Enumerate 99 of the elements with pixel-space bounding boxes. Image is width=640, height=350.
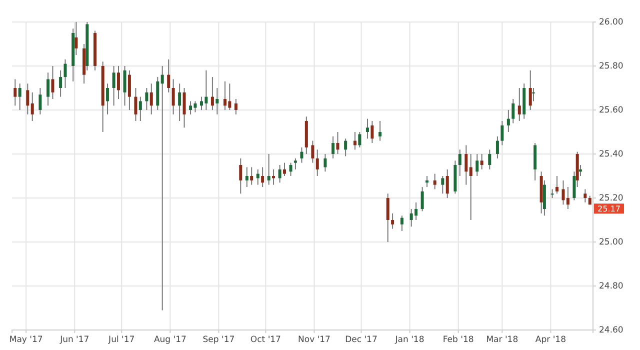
- candlestick: [441, 176, 444, 194]
- x-tick-label: Sep '17: [202, 335, 235, 346]
- candlestick: [38, 88, 42, 115]
- y-tick-label: 26.00: [599, 18, 624, 28]
- x-tick-label: Oct '17: [250, 335, 281, 346]
- candlestick: [256, 168, 260, 186]
- candlestick: [500, 120, 504, 146]
- candlestick: [316, 149, 319, 176]
- x-tick-label: Mar '18: [486, 335, 518, 346]
- candlestick: [172, 78, 175, 115]
- candlestick: [138, 96, 142, 122]
- candlestick: [128, 70, 131, 110]
- candlestick: [391, 212, 394, 230]
- candlestick: [112, 66, 116, 106]
- candlestick: [160, 66, 164, 311]
- candlestick: [433, 173, 436, 190]
- x-tick-label: Jul '17: [108, 335, 135, 346]
- candlestick: [578, 164, 582, 176]
- candlestick: [294, 158, 297, 170]
- candlestick: [189, 100, 192, 115]
- y-tick-label: 25.40: [599, 150, 624, 160]
- candlestick: [446, 168, 449, 198]
- candlestick: [272, 168, 276, 186]
- candlestick: [324, 154, 327, 172]
- candlestick: [336, 132, 340, 154]
- candlestick: [496, 136, 499, 159]
- candlestick: [458, 149, 462, 176]
- x-tick-label: Jan '18: [394, 335, 424, 346]
- candlestick: [234, 98, 238, 115]
- candlestick: [378, 120, 382, 142]
- candlestick: [353, 132, 356, 150]
- candlestick: [311, 140, 314, 164]
- candlestick: [400, 215, 404, 232]
- candlestick: [532, 88, 535, 102]
- candlestick: [358, 132, 362, 148]
- candlestick: [26, 83, 30, 115]
- candlestick: [528, 70, 532, 110]
- candlestick: [278, 164, 282, 184]
- candlestick: [267, 154, 270, 186]
- candlestick: [370, 120, 374, 144]
- candlestick: [18, 83, 22, 110]
- x-tick-label: May '17: [9, 335, 43, 346]
- candlestick: [74, 22, 78, 56]
- annotation: 25.17: [598, 204, 620, 214]
- candlestick: [123, 66, 126, 106]
- x-tick-label: Dec '17: [345, 335, 378, 346]
- candlestick: [30, 92, 34, 122]
- candlestick: [134, 88, 138, 122]
- candlestick: [386, 193, 390, 242]
- candlestick: [116, 66, 120, 100]
- candlestick: [14, 78, 17, 106]
- candlestick: [282, 162, 286, 176]
- candlestick: [178, 83, 182, 122]
- candlestick: [245, 166, 248, 188]
- candlestick: [300, 146, 304, 164]
- candlestick: [566, 186, 570, 210]
- candlestick: [506, 110, 510, 132]
- candlestick: [469, 154, 472, 220]
- candlestick: [344, 138, 348, 157]
- x-tick-label: Aug '17: [154, 335, 186, 346]
- candlestick: [555, 176, 558, 194]
- candlestick: [426, 176, 428, 188]
- x-tick-label: Nov '17: [298, 335, 330, 346]
- candlestick: [518, 88, 521, 122]
- candlestick: [51, 66, 54, 100]
- x-tick-label: Apr '18: [535, 335, 566, 346]
- candlestick: [250, 166, 254, 186]
- candlestick: [366, 118, 369, 140]
- candlestick: [584, 188, 587, 203]
- candlestick: [59, 70, 62, 98]
- y-tick-label: 24.80: [599, 282, 624, 292]
- candlestick: [167, 58, 170, 93]
- candlestick: [476, 154, 479, 176]
- candlestick: [420, 186, 424, 212]
- candlestick: [210, 76, 214, 110]
- y-tick-label: 25.60: [599, 106, 624, 116]
- candlestick: [150, 83, 153, 115]
- candlestick: [512, 98, 515, 124]
- candlestick: [106, 83, 110, 115]
- x-tick-label: Feb '18: [442, 335, 474, 346]
- candlestick: [64, 58, 67, 88]
- candlestick: [562, 180, 565, 206]
- candlestick: [464, 144, 468, 186]
- candlestick: [216, 88, 219, 115]
- candlestick: [289, 162, 292, 176]
- candlestick: [480, 154, 484, 170]
- x-tick-label: Jun '17: [59, 335, 90, 346]
- candlestick: [488, 149, 492, 170]
- candlestick: [550, 188, 554, 198]
- y-tick-label: 25.80: [599, 62, 624, 72]
- candlestick: [239, 158, 242, 194]
- y-tick-label: 25.00: [599, 238, 624, 248]
- candlestick: [332, 136, 335, 159]
- candlestick: [46, 72, 50, 106]
- candlestick: [182, 88, 186, 128]
- y-tick-label: 25.20: [599, 194, 624, 204]
- candlestick: [145, 88, 148, 110]
- candlestick: [261, 166, 264, 188]
- y-tick-label: 24.60: [599, 326, 624, 336]
